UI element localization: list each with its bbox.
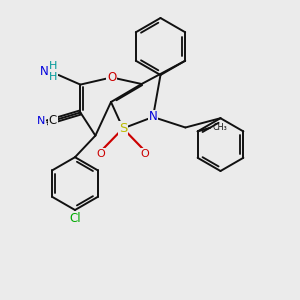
Text: S: S (119, 122, 127, 135)
Text: H: H (49, 61, 57, 71)
Text: N: N (40, 65, 49, 78)
Text: C: C (49, 114, 57, 128)
Text: CH₃: CH₃ (213, 123, 227, 132)
Text: O: O (107, 71, 116, 84)
Text: Cl: Cl (69, 212, 81, 225)
Text: N: N (148, 110, 158, 124)
Text: N: N (37, 116, 45, 126)
Text: O: O (97, 149, 106, 159)
Text: H: H (49, 72, 57, 82)
Text: O: O (140, 149, 149, 159)
